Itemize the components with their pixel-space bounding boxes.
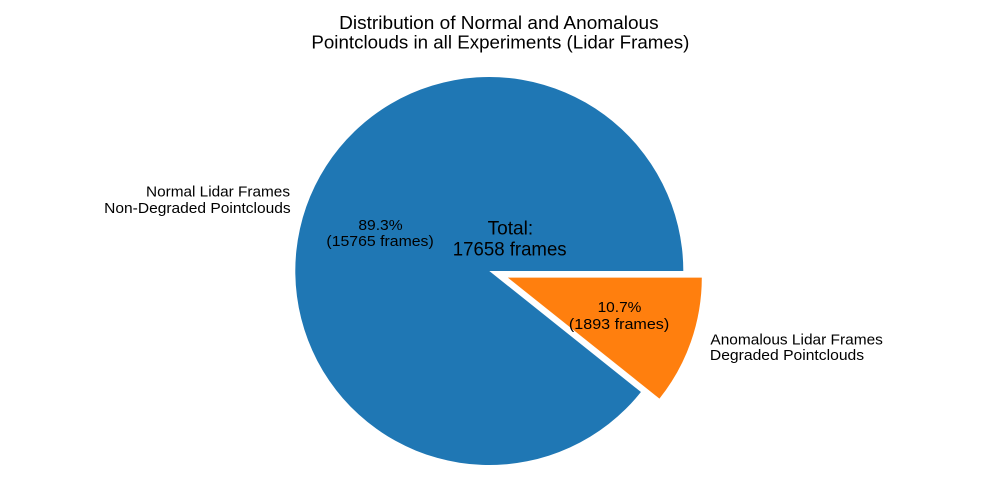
- svg-text:(1893 frames): (1893 frames): [569, 317, 669, 333]
- svg-text:Pointclouds in all Experiments: Pointclouds in all Experiments (Lidar Fr…: [311, 33, 689, 53]
- svg-text:Total:: Total:: [488, 218, 534, 239]
- svg-text:89.3%: 89.3%: [358, 218, 402, 234]
- svg-text:Degraded Pointclouds: Degraded Pointclouds: [710, 348, 864, 364]
- svg-text:Anomalous Lidar Frames: Anomalous Lidar Frames: [710, 332, 883, 348]
- svg-text:Non-Degraded Pointclouds: Non-Degraded Pointclouds: [104, 201, 291, 217]
- svg-text:17658 frames: 17658 frames: [453, 239, 567, 260]
- svg-text:(15765 frames): (15765 frames): [326, 234, 433, 250]
- svg-text:10.7%: 10.7%: [598, 300, 642, 316]
- svg-text:Normal Lidar Frames: Normal Lidar Frames: [146, 185, 290, 201]
- svg-text:Distribution of Normal and Ano: Distribution of Normal and Anomalous: [339, 13, 659, 33]
